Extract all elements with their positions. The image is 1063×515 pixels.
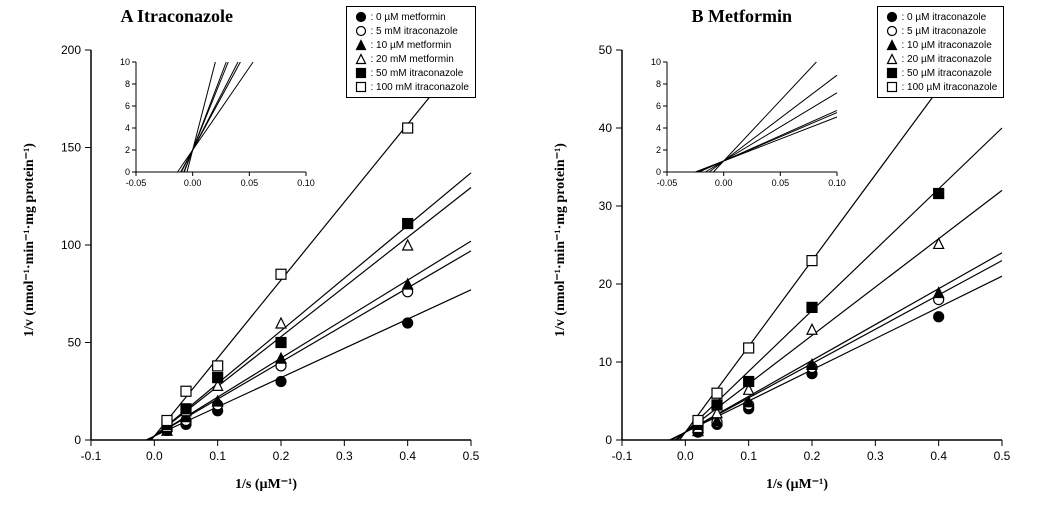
panel-b-title: B Metformin — [692, 6, 792, 27]
svg-text:10: 10 — [119, 57, 129, 67]
svg-text:8: 8 — [655, 79, 660, 89]
svg-text:10: 10 — [598, 355, 612, 369]
svg-text:200: 200 — [60, 43, 80, 57]
svg-text:0.5: 0.5 — [993, 449, 1010, 463]
svg-text:20: 20 — [598, 277, 612, 291]
panel-a-xlabel: 1/s (µM⁻¹) — [1, 476, 532, 493]
svg-text:0.00: 0.00 — [714, 178, 732, 188]
svg-text:-0.1: -0.1 — [80, 449, 101, 463]
svg-text:0.3: 0.3 — [335, 449, 352, 463]
svg-text:0.0: 0.0 — [145, 449, 162, 463]
svg-text:0.2: 0.2 — [803, 449, 820, 463]
svg-text:0.10: 0.10 — [828, 178, 846, 188]
legend-label: : 20 mM metformin — [371, 53, 454, 66]
legend-marker-icon — [353, 80, 367, 94]
svg-text:-0.05: -0.05 — [125, 178, 146, 188]
svg-text:0.05: 0.05 — [771, 178, 789, 188]
svg-text:0: 0 — [124, 167, 129, 177]
legend-label: : 100 mM itraconazole — [371, 81, 469, 94]
svg-text:2: 2 — [655, 145, 660, 155]
legend-marker-icon — [353, 52, 367, 66]
legend-label: : 5 µM itraconazole — [902, 25, 987, 38]
legend-marker-icon — [884, 10, 898, 24]
legend-label: : 50 µM itraconazole — [902, 67, 992, 80]
svg-text:50: 50 — [598, 43, 612, 57]
legend-label: : 5 mM itraconazole — [371, 25, 458, 38]
svg-text:100: 100 — [60, 238, 80, 252]
svg-text:10: 10 — [650, 57, 660, 67]
svg-text:0.0: 0.0 — [676, 449, 693, 463]
svg-text:6: 6 — [124, 101, 129, 111]
panel-a: A Itraconazole -0.1 0.0 0.1 0.2 0.3 0.4 0.5 0 50… — [1, 0, 532, 515]
panel-a-title: A Itraconazole — [121, 6, 233, 27]
legend-item: : 10 µM metformin — [353, 38, 469, 52]
legend-label: : 20 µM itraconazole — [902, 53, 992, 66]
svg-text:6: 6 — [655, 101, 660, 111]
panel-b-ylabel: 1/v (nmol⁻¹·min⁻¹·mg protein⁻¹) — [552, 100, 569, 380]
panel-b: B Metformin -0.10.00.10.20.30.40.5010203… — [532, 0, 1063, 515]
legend-label: : 0 µM itraconazole — [902, 11, 987, 24]
legend-marker-icon — [353, 24, 367, 38]
svg-text:8: 8 — [124, 79, 129, 89]
svg-text:4: 4 — [655, 123, 660, 133]
legend-marker-icon — [353, 38, 367, 52]
legend-marker-icon — [884, 38, 898, 52]
svg-text:4: 4 — [124, 123, 129, 133]
legend-item: : 0 µM itraconazole — [884, 10, 998, 24]
svg-text:0.2: 0.2 — [272, 449, 289, 463]
legend-item: : 100 µM itraconazole — [884, 80, 998, 94]
panel-a-legend: : 0 µM metformin: 5 mM itraconazole: 10 … — [346, 6, 476, 98]
svg-text:0: 0 — [655, 167, 660, 177]
svg-text:-0.05: -0.05 — [656, 178, 677, 188]
legend-marker-icon — [884, 66, 898, 80]
svg-text:0.1: 0.1 — [740, 449, 757, 463]
legend-item: : 50 mM itraconazole — [353, 66, 469, 80]
svg-text:0.05: 0.05 — [240, 178, 258, 188]
panel-b-legend: : 0 µM itraconazole: 5 µM itraconazole: … — [877, 6, 1005, 98]
svg-text:0: 0 — [74, 433, 81, 447]
legend-item: : 5 mM itraconazole — [353, 24, 469, 38]
legend-item: : 20 µM itraconazole — [884, 52, 998, 66]
panel-a-ylabel: 1/v (nmol⁻¹·min⁻¹·mg protein⁻¹) — [21, 100, 38, 380]
legend-item: : 20 mM metformin — [353, 52, 469, 66]
svg-text:0.3: 0.3 — [866, 449, 883, 463]
svg-text:30: 30 — [598, 199, 612, 213]
svg-text:150: 150 — [60, 141, 80, 155]
legend-label: : 10 µM metformin — [371, 39, 452, 52]
figure: A Itraconazole -0.1 0.0 0.1 0.2 0.3 0.4 0.5 0 50… — [0, 0, 1063, 515]
legend-item: : 0 µM metformin — [353, 10, 469, 24]
svg-text:2: 2 — [124, 145, 129, 155]
svg-text:-0.1: -0.1 — [611, 449, 632, 463]
legend-marker-icon — [353, 66, 367, 80]
svg-text:0.4: 0.4 — [399, 449, 416, 463]
svg-text:50: 50 — [67, 336, 81, 350]
legend-item: : 10 µM itraconazole — [884, 38, 998, 52]
legend-marker-icon — [353, 10, 367, 24]
svg-text:0.10: 0.10 — [297, 178, 315, 188]
legend-label: : 10 µM itraconazole — [902, 39, 992, 52]
svg-text:40: 40 — [598, 121, 612, 135]
svg-text:0.1: 0.1 — [209, 449, 226, 463]
legend-label: : 50 mM itraconazole — [371, 67, 464, 80]
legend-marker-icon — [884, 24, 898, 38]
svg-text:0: 0 — [605, 433, 612, 447]
legend-label: : 100 µM itraconazole — [902, 81, 998, 94]
svg-text:0.5: 0.5 — [462, 449, 479, 463]
svg-text:0.00: 0.00 — [183, 178, 201, 188]
legend-label: : 0 µM metformin — [371, 11, 446, 24]
svg-text:0.4: 0.4 — [930, 449, 947, 463]
legend-marker-icon — [884, 52, 898, 66]
legend-item: : 50 µM itraconazole — [884, 66, 998, 80]
legend-item: : 5 µM itraconazole — [884, 24, 998, 38]
legend-marker-icon — [884, 80, 898, 94]
panel-b-xlabel: 1/s (µM⁻¹) — [532, 476, 1063, 493]
legend-item: : 100 mM itraconazole — [353, 80, 469, 94]
